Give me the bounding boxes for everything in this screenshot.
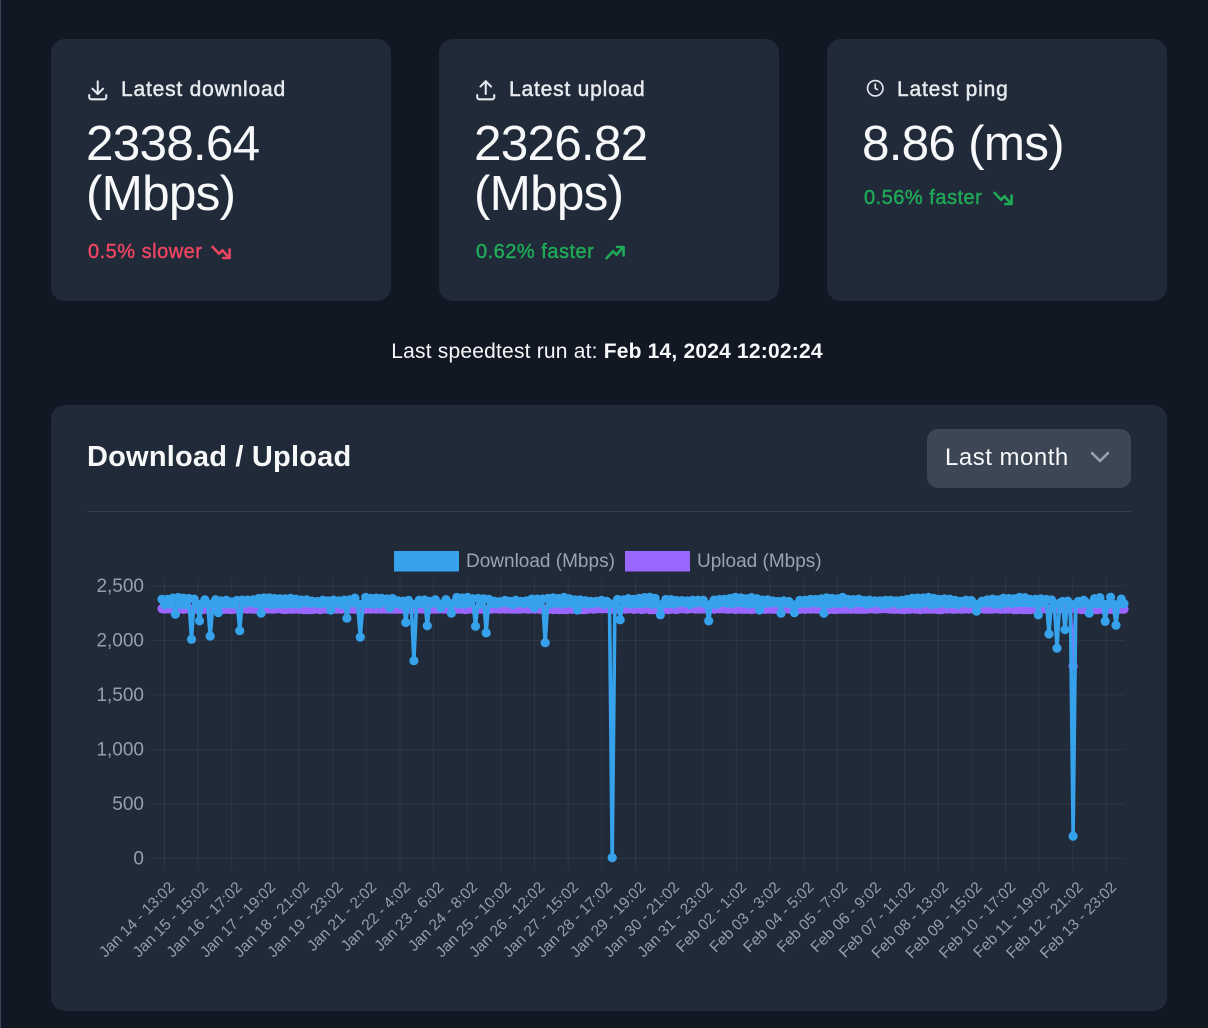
svg-text:0: 0 (133, 849, 144, 870)
svg-text:Download (Mbps): Download (Mbps) (466, 551, 615, 572)
svg-text:2,000: 2,000 (96, 631, 144, 652)
svg-text:1,000: 1,000 (96, 740, 144, 761)
svg-text:1,500: 1,500 (96, 685, 144, 706)
svg-text:500: 500 (112, 794, 144, 815)
svg-text:Upload (Mbps): Upload (Mbps) (697, 551, 822, 572)
svg-text:2,500: 2,500 (96, 576, 144, 597)
